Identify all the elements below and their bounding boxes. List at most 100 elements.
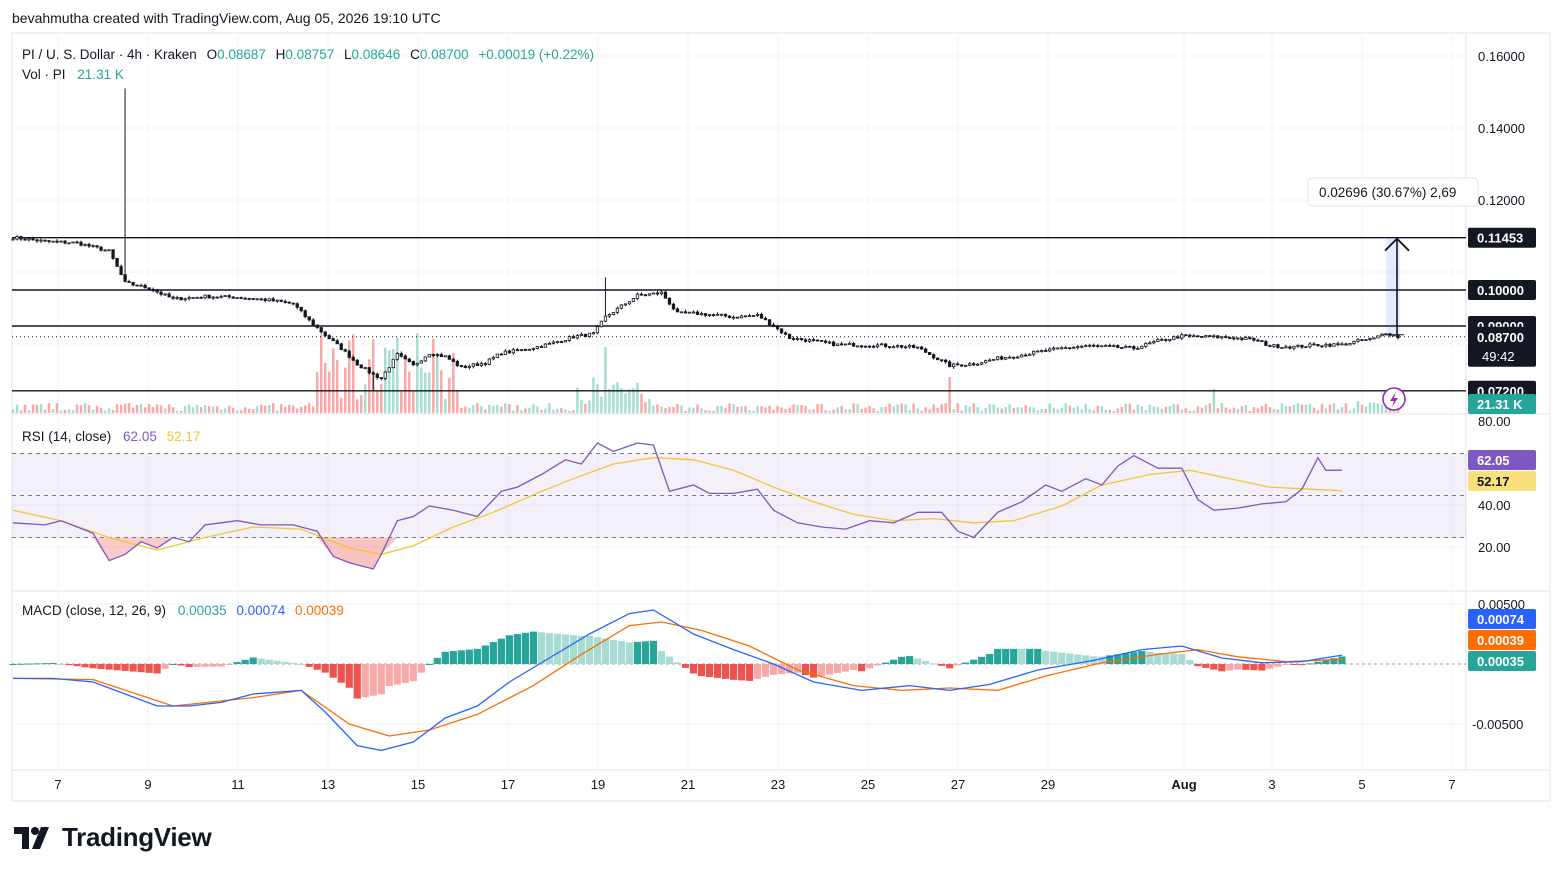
volume-bar <box>139 404 143 413</box>
volume-bar <box>812 409 815 413</box>
volume-bar <box>916 408 919 413</box>
candle-body <box>984 360 988 364</box>
candle-body <box>1116 345 1120 348</box>
candle-body <box>1088 344 1092 347</box>
volume-bar <box>440 370 443 413</box>
measure-tool[interactable]: 0.02696 (30.67%) 2,69 <box>1307 177 1479 336</box>
macd-histogram-bar <box>489 642 497 664</box>
candle-body <box>347 350 351 358</box>
volume-bar <box>1380 404 1384 413</box>
candle-body <box>523 349 528 351</box>
macd-histogram-bar <box>1330 658 1338 664</box>
candle-body <box>831 341 836 347</box>
macd-histogram-bar <box>1058 652 1066 664</box>
candle-body <box>63 240 67 244</box>
macd-histogram-bar <box>137 664 145 673</box>
volume-bar <box>1084 403 1088 413</box>
volume-bar <box>776 406 779 413</box>
macd-histogram-bar <box>633 641 642 664</box>
candle-body <box>483 363 487 365</box>
rsi-ma-tag: 52.17 <box>1477 474 1510 489</box>
volume-bar <box>163 408 167 413</box>
volume-bar <box>964 405 967 413</box>
candle-body <box>383 371 387 379</box>
symbol-label: PI / U. S. Dollar · 4h · Kraken <box>22 47 197 62</box>
candle-body <box>571 336 576 339</box>
macd-histogram-bar <box>986 653 994 664</box>
volume-bar <box>299 406 303 413</box>
macd-histogram-bar <box>305 664 313 667</box>
volume-bar <box>376 390 379 413</box>
candle-body <box>1240 337 1244 340</box>
macd-histogram-bar <box>393 664 401 685</box>
candle-body <box>611 312 616 315</box>
volume-bar <box>1236 409 1240 413</box>
volume-bar <box>576 387 579 413</box>
alert-bolt-icon[interactable] <box>1382 387 1406 411</box>
macd-histogram-bar <box>1234 664 1242 670</box>
volume-bar <box>1200 407 1204 413</box>
candle-body <box>1308 343 1312 348</box>
volume-bar <box>436 355 439 413</box>
macd-histogram-bar <box>657 651 666 664</box>
rsi-ma-tag-bg <box>1468 471 1536 491</box>
macd-histogram-bar <box>1098 656 1106 664</box>
volume-bar <box>360 395 363 413</box>
volume-bar <box>996 407 999 413</box>
volume-bar <box>492 406 495 413</box>
candle-body <box>1192 335 1196 338</box>
macd-histogram-bar <box>377 664 385 695</box>
macd-histogram-bar <box>177 664 185 666</box>
candle-body <box>912 344 916 348</box>
measure-label-box <box>1307 177 1479 207</box>
candle-body <box>1012 356 1016 359</box>
volume-bar <box>548 403 551 413</box>
rsi-value-tag-bg <box>1468 450 1536 470</box>
volume-bar <box>860 408 863 413</box>
volume-bar <box>984 407 987 413</box>
macd-histogram-bar <box>553 633 561 664</box>
volume-bar <box>247 408 251 413</box>
volume-bar <box>1152 406 1156 413</box>
volume-bar <box>191 407 195 413</box>
macd-histogram-bar <box>641 641 650 664</box>
candle-body <box>1104 345 1108 347</box>
volume-bar <box>896 404 899 413</box>
volume-bar <box>155 404 159 413</box>
candle-body <box>371 372 375 375</box>
candle-body <box>643 294 648 297</box>
candle-body <box>996 356 1000 360</box>
volume-bar <box>227 405 231 413</box>
candle-body <box>1356 339 1360 342</box>
candle-body <box>207 294 211 299</box>
candle-body <box>331 338 335 342</box>
volume-bar <box>596 384 599 413</box>
candle-body <box>847 343 852 345</box>
candle-body <box>131 281 135 286</box>
candle-body <box>19 236 23 240</box>
candle-body <box>924 348 928 353</box>
candle-body <box>691 311 696 314</box>
candle-body <box>675 308 680 313</box>
volume-bar <box>368 359 371 413</box>
candle-body <box>507 350 511 354</box>
candle-body <box>1076 346 1080 349</box>
volume-bar <box>704 410 707 413</box>
volume-bar <box>924 407 927 413</box>
volume-bar <box>388 350 391 413</box>
macd-histogram-bar <box>1226 664 1234 671</box>
macd-histogram-bar <box>225 664 233 665</box>
volume-bar <box>464 406 467 413</box>
tradingview-logo-icon <box>14 826 49 849</box>
volume-bar <box>644 402 647 413</box>
volume-bar <box>856 404 859 413</box>
volume-bar <box>1292 404 1296 413</box>
candle-body <box>1156 339 1160 342</box>
candle-body <box>843 343 848 346</box>
volume-bar <box>716 406 719 413</box>
volume-bar <box>744 406 747 413</box>
level-price-tag-bg <box>1468 227 1536 248</box>
candle-body <box>1216 335 1220 339</box>
volume-bar <box>259 404 263 413</box>
